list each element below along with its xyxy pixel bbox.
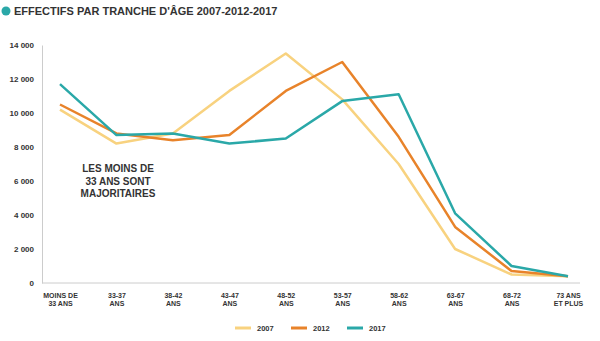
x-tick-label: 38-42ANS bbox=[164, 292, 182, 307]
x-tick-label-line: 53-57 bbox=[334, 292, 352, 299]
legend-item: 2017 bbox=[347, 324, 386, 333]
legend-item: 2012 bbox=[291, 324, 330, 333]
y-tick-label: 6 000 bbox=[14, 177, 35, 186]
title: EFFECTIFS PAR TRANCHE D'ÂGE 2007-2012-20… bbox=[14, 5, 277, 17]
y-tick: 8 000 bbox=[14, 143, 42, 152]
y-tick: 2 000 bbox=[14, 245, 42, 254]
annotation-line: 33 ANS SONT bbox=[85, 176, 150, 187]
x-tick: 73 ANSET PLUS bbox=[554, 283, 584, 307]
y-tick-label: 2 000 bbox=[14, 245, 35, 254]
x-tick-label-line: 63-67 bbox=[447, 292, 465, 299]
legend-label: 2017 bbox=[369, 324, 386, 333]
title-dot bbox=[2, 7, 11, 16]
x-tick-label-line: ANS bbox=[448, 300, 463, 307]
y-tick-label: 8 000 bbox=[14, 143, 35, 152]
x-tick-label-line: ANS bbox=[335, 300, 350, 307]
y-tick-label: 4 000 bbox=[14, 211, 35, 220]
y-tick-label: 10 000 bbox=[10, 109, 35, 118]
x-tick-label-line: 58-62 bbox=[390, 292, 408, 299]
y-tick-label: 0 bbox=[30, 279, 35, 288]
x-axis: MOINS DE33 ANS33-37ANS38-42ANS43-47ANS48… bbox=[43, 283, 583, 307]
x-tick-label-line: ANS bbox=[222, 300, 237, 307]
lines bbox=[60, 54, 568, 277]
x-tick-label: 58-62ANS bbox=[390, 292, 408, 307]
x-tick-label-line: ANS bbox=[392, 300, 407, 307]
x-axis-line bbox=[61, 283, 569, 284]
y-tick: 12 000 bbox=[10, 75, 42, 84]
annotation-line: MAJORITAIRES bbox=[81, 188, 156, 199]
x-tick-label: 33-37ANS bbox=[108, 292, 126, 307]
series-line bbox=[60, 84, 568, 276]
y-tick: 6 000 bbox=[14, 177, 42, 186]
x-tick-label: 48-52ANS bbox=[277, 292, 295, 307]
x-tick-label-line: ANS bbox=[505, 300, 520, 307]
y-tick: 14 000 bbox=[10, 41, 42, 50]
x-tick-label: 68-72ANS bbox=[503, 292, 521, 307]
x-tick-label-line: 73 ANS bbox=[556, 292, 581, 299]
x-tick-label: 63-67ANS bbox=[447, 292, 465, 307]
series-line bbox=[60, 62, 568, 276]
legend-swatch bbox=[235, 327, 251, 330]
annotation: LES MOINS DE 33 ANS SONTMAJORITAIRES bbox=[81, 163, 156, 199]
x-tick: 68-72ANS bbox=[503, 283, 521, 307]
legend: 2007 2012 2017 bbox=[235, 324, 386, 333]
x-tick: 38-42ANS bbox=[164, 283, 182, 307]
x-tick: 58-62ANS bbox=[390, 283, 408, 307]
x-tick-label-line: ET PLUS bbox=[554, 300, 584, 307]
legend-label: 2007 bbox=[257, 324, 274, 333]
x-tick: 48-52ANS bbox=[277, 283, 295, 307]
series-line bbox=[60, 54, 568, 277]
x-tick: 53-57ANS bbox=[334, 283, 352, 307]
x-tick-label: 43-47ANS bbox=[221, 292, 239, 307]
x-tick-label-line: 38-42 bbox=[164, 292, 182, 299]
y-axis-line bbox=[42, 46, 43, 284]
legend-swatch bbox=[291, 327, 307, 330]
legend-swatch bbox=[347, 327, 363, 330]
y-tick-label: 14 000 bbox=[10, 41, 35, 50]
x-tick-label-line: ANS bbox=[110, 300, 125, 307]
y-tick: 0 bbox=[30, 279, 42, 288]
x-tick-label-line: 33 ANS bbox=[48, 300, 73, 307]
x-tick-label: MOINS DE33 ANS bbox=[43, 292, 78, 307]
x-tick: 63-67ANS bbox=[447, 283, 465, 307]
x-tick-label-line: 43-47 bbox=[221, 292, 239, 299]
x-tick: MOINS DE33 ANS bbox=[43, 283, 78, 307]
x-tick-label-line: 33-37 bbox=[108, 292, 126, 299]
x-tick-label-line: MOINS DE bbox=[43, 292, 78, 299]
baseline bbox=[42, 283, 580, 284]
x-tick-label-line: 68-72 bbox=[503, 292, 521, 299]
x-tick: 33-37ANS bbox=[108, 283, 126, 307]
y-axis: 0 2 000 4 000 6 000 8 000 10 000 12 000 14 000 bbox=[10, 41, 43, 288]
x-tick: 43-47ANS bbox=[221, 283, 239, 307]
y-tick: 4 000 bbox=[14, 211, 42, 220]
y-tick-label: 12 000 bbox=[10, 75, 35, 84]
annotation-line: LES MOINS DE bbox=[82, 163, 154, 174]
x-tick-label-line: ANS bbox=[279, 300, 294, 307]
x-tick-label: 53-57ANS bbox=[334, 292, 352, 307]
legend-label: 2012 bbox=[313, 324, 330, 333]
legend-item: 2007 bbox=[235, 324, 274, 333]
x-tick-label-line: ANS bbox=[166, 300, 181, 307]
y-tick: 10 000 bbox=[10, 109, 42, 118]
x-tick-label-line: 48-52 bbox=[277, 292, 295, 299]
x-tick-label: 73 ANSET PLUS bbox=[554, 292, 584, 307]
